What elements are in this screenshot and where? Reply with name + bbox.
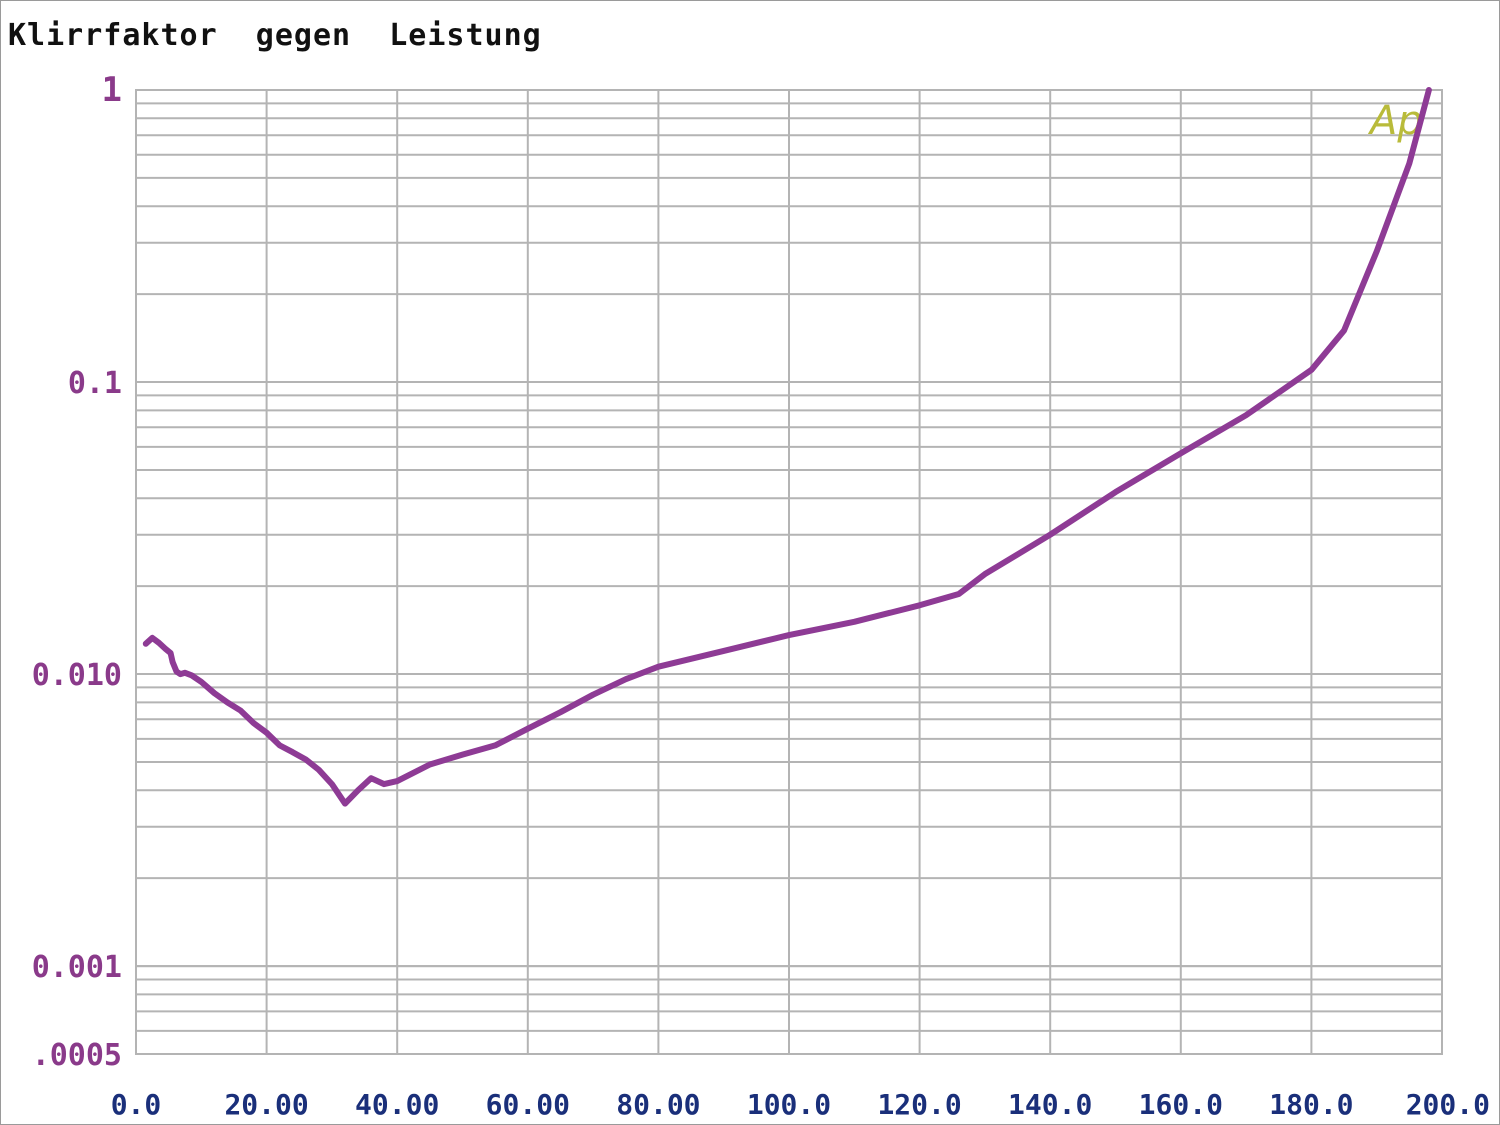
- x-tick-label: 40.00: [355, 1088, 439, 1121]
- y-tick-label: 0.001: [32, 950, 122, 985]
- x-tick-label: 200.0: [1406, 1088, 1490, 1121]
- x-tick-label: 180.0: [1269, 1088, 1353, 1121]
- chart-title: Klirrfaktor gegen Leistung: [8, 18, 542, 53]
- y-tick-label: 0.1: [68, 366, 122, 401]
- x-tick-label: 20.00: [224, 1088, 308, 1121]
- x-tick-label: 0.0: [111, 1088, 162, 1121]
- plot-border: [135, 89, 1443, 1055]
- x-axis-ticks: 0.0 20.00 40.00 60.00 80.00 100.0 120.0 140.0 16…: [111, 1088, 1490, 1121]
- curve-layer: [142, 87, 1432, 807]
- x-tick-label: 160.0: [1139, 1088, 1223, 1121]
- grid: [135, 89, 1443, 1055]
- x-tick-label: 120.0: [877, 1088, 961, 1121]
- x-tick-label: 140.0: [1008, 1088, 1092, 1121]
- y-tick-label: 0.010: [32, 658, 122, 693]
- y-axis-ticks: 1 0.1 0.010 0.001 .0005: [32, 70, 122, 1073]
- y-tick-label: .0005: [32, 1038, 122, 1073]
- x-tick-label: 100.0: [747, 1088, 831, 1121]
- y-tick-label: 1: [102, 70, 122, 110]
- x-tick-label: 60.00: [486, 1088, 570, 1121]
- x-tick-label: 80.00: [616, 1088, 700, 1121]
